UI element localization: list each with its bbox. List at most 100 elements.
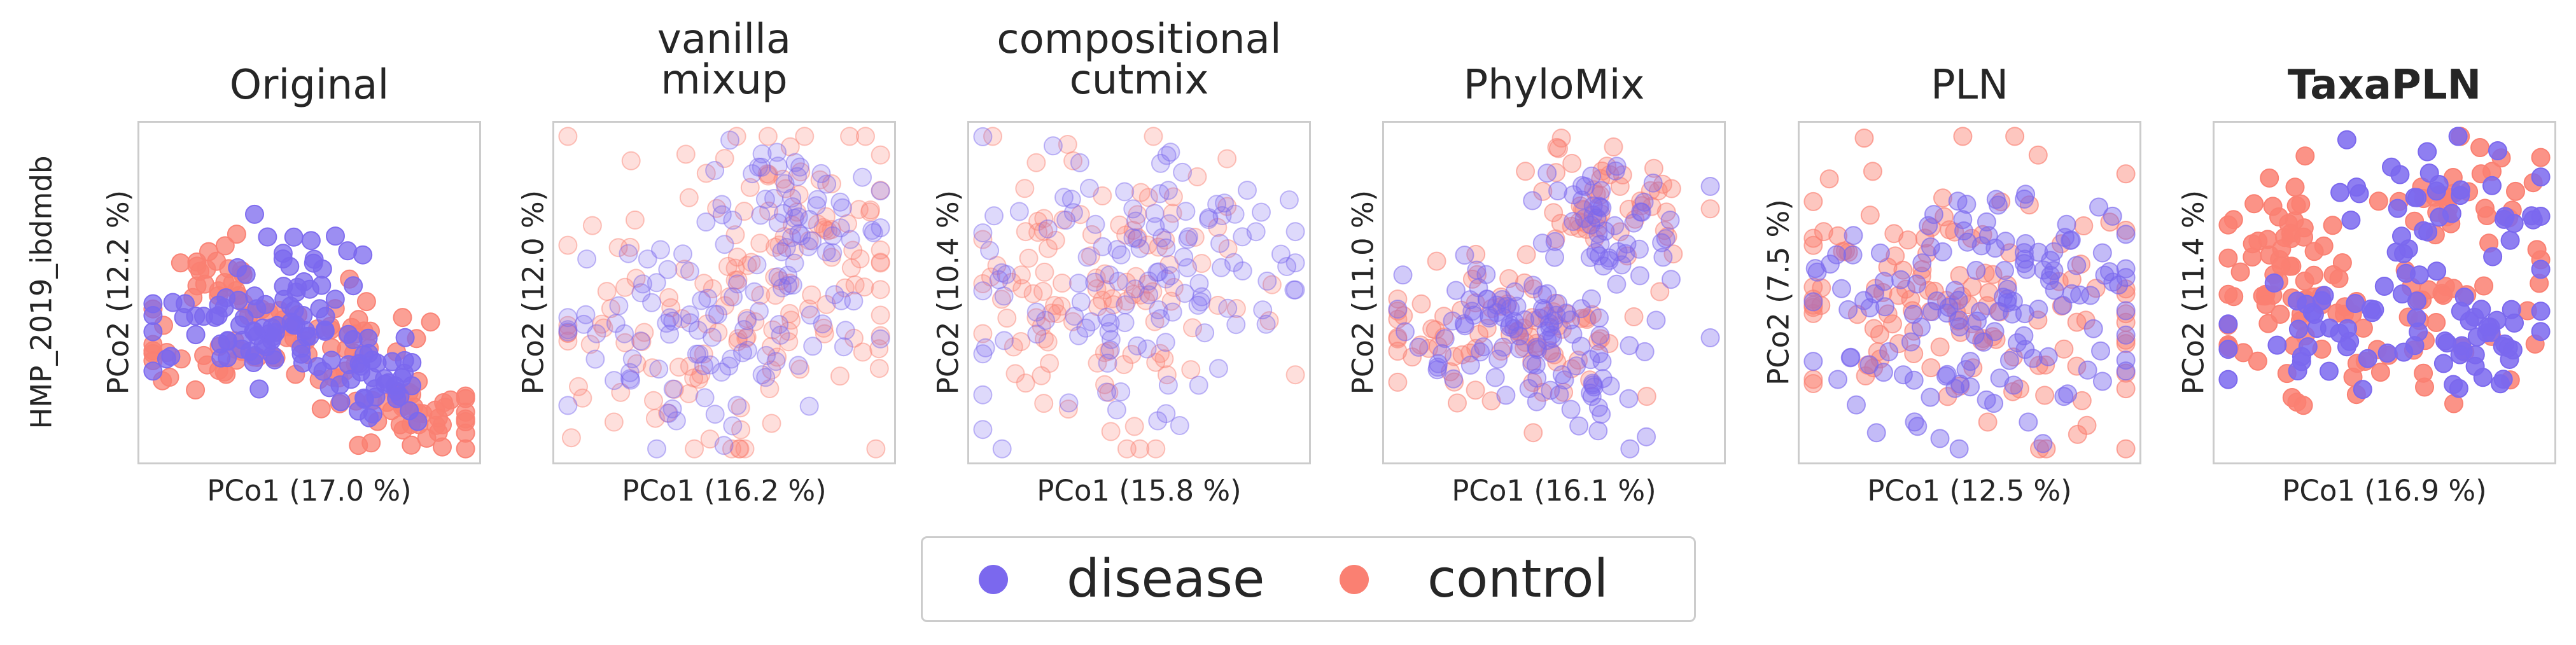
point-disease [1233,227,1252,247]
point-control [349,310,368,329]
point-disease [2288,319,2308,339]
point-control [815,324,834,343]
point-control [790,359,810,379]
point-disease [1523,191,1543,211]
point-control [594,318,613,338]
point-disease [755,190,775,209]
point-disease [1646,310,1666,330]
point-control [1058,135,1077,154]
point-control [855,277,874,297]
point-control [822,219,841,239]
point-control [2067,356,2087,376]
point-disease [1912,253,1932,273]
series-control [973,127,1305,459]
point-disease [1607,274,1627,294]
point-control [2218,215,2238,235]
point-disease [1548,181,1567,201]
point-control [1087,279,1107,298]
point-disease [1446,281,1466,300]
point-disease [714,436,734,455]
point-control [725,270,745,290]
point-disease [1532,233,1552,253]
point-control [997,309,1017,328]
point-control [676,144,696,164]
point-control [1144,127,1163,146]
point-disease [2392,226,2411,246]
point-disease [1163,302,1182,322]
point-disease [587,324,606,343]
point-disease [2483,247,2503,267]
point-disease [362,350,382,370]
point-disease [2218,370,2238,389]
point-disease [1178,258,1198,277]
point-control [1592,161,1612,181]
point-control [1803,235,1823,255]
point-disease [1617,234,1637,254]
point-disease [1085,272,1105,292]
point-control [311,399,331,419]
point-disease [2061,230,2081,250]
point-disease [1700,177,1720,196]
point-disease [2448,127,2468,146]
point-control [2470,138,2490,157]
point-control [2074,216,2094,235]
point-control [615,277,634,297]
point-disease [1100,340,1120,359]
point-control [1411,294,1431,314]
point-disease [1907,274,1926,294]
point-control [2286,196,2306,216]
point-control [632,332,652,352]
point-control [569,377,588,396]
point-disease [1662,270,1681,289]
point-control [582,216,602,235]
point-disease [2397,263,2416,283]
point-disease [1175,284,1194,303]
x-axis-label: PCo1 (16.9 %) [2282,474,2487,508]
point-disease [338,241,358,261]
point-disease [609,296,629,316]
point-disease [2058,384,2078,404]
point-disease [1564,212,1583,232]
point-disease [688,321,708,340]
point-control [1131,183,1151,202]
point-disease [1111,245,1131,265]
point-disease [1592,352,1612,371]
point-control [1110,215,1130,235]
point-control [171,253,190,273]
point-disease [1537,163,1557,183]
point-control [722,439,741,459]
point-disease [708,305,727,324]
point-disease [973,127,993,146]
point-control [799,231,819,251]
point-control [2258,230,2278,249]
point-disease [1619,389,1639,408]
point-disease [263,345,283,365]
point-disease [1212,206,1232,225]
point-disease [2067,256,2087,275]
point-disease [2427,261,2447,281]
point-disease [2409,322,2428,342]
point-control [708,322,728,342]
point-disease [310,299,330,319]
point-disease [2482,176,2502,195]
point-disease [792,226,811,246]
point-disease [1115,182,1135,202]
point-disease [788,207,808,226]
point-disease [2488,141,2507,160]
point-disease [558,396,578,415]
point-control [620,237,640,257]
point-disease [659,403,678,423]
point-disease [2358,349,2377,368]
point-control [1117,272,1137,292]
point-control [1033,282,1053,301]
point-disease [1036,310,1055,330]
point-disease [680,305,699,324]
point-disease [1069,326,1088,345]
point-control [729,439,749,459]
point-disease [1635,342,1655,361]
point-disease [1443,311,1462,331]
point-disease [1126,211,1145,231]
point-control [1145,312,1165,331]
point-disease [2015,190,2034,209]
point-disease [705,161,725,180]
